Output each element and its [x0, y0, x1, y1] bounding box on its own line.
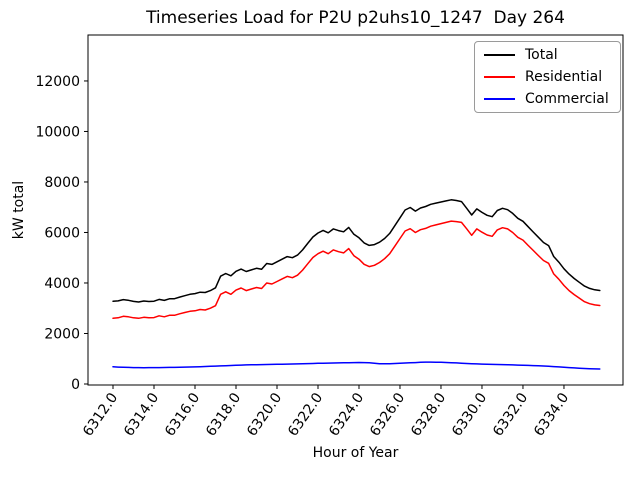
x-tick-label: 6322.0: [285, 390, 326, 439]
y-tick-label: 4000: [44, 276, 80, 292]
x-tick-label: 6314.0: [121, 390, 162, 439]
legend-entry-residential: Residential: [475, 67, 620, 87]
x-tick-label: 6326.0: [367, 390, 408, 439]
x-tick-label: 6320.0: [244, 390, 285, 439]
y-tick-label: 0: [71, 377, 80, 393]
x-tick-label: 6330.0: [449, 390, 490, 439]
legend-label-total: Total: [525, 47, 558, 63]
y-axis-label: kW total: [11, 180, 27, 240]
legend: Total Residential Commercial: [474, 41, 621, 113]
y-tick-label: 12000: [35, 74, 80, 90]
commercial-line-swatch: [484, 98, 515, 100]
chart-title: Timeseries Load for P2U p2uhs10_1247 Day…: [146, 8, 565, 28]
residential-line-swatch: [484, 76, 515, 78]
legend-entry-commercial: Commercial: [475, 89, 620, 109]
axes-border: [87, 34, 624, 386]
total-line: [112, 199, 601, 303]
x-tick-label: 6332.0: [490, 390, 531, 439]
x-tick-label: 6334.0: [531, 390, 572, 439]
x-axis-label: Hour of Year: [312, 445, 399, 461]
y-tick-label: 6000: [44, 225, 80, 241]
total-line-swatch: [484, 54, 515, 56]
residential-line: [112, 220, 601, 320]
y-tick-label: 2000: [44, 326, 80, 342]
y-tick-label: 10000: [35, 124, 80, 140]
x-tick-label: 6318.0: [203, 390, 244, 439]
legend-entry-total: Total: [475, 45, 620, 65]
commercial-line: [112, 361, 601, 370]
x-tick-label: 6312.0: [80, 390, 121, 439]
y-tick-label: 8000: [44, 175, 80, 191]
legend-label-residential: Residential: [525, 69, 603, 85]
legend-label-commercial: Commercial: [525, 91, 609, 107]
x-tick-label: 6316.0: [162, 390, 203, 439]
x-tick-label: 6328.0: [408, 390, 449, 439]
x-tick-label: 6324.0: [326, 390, 367, 439]
